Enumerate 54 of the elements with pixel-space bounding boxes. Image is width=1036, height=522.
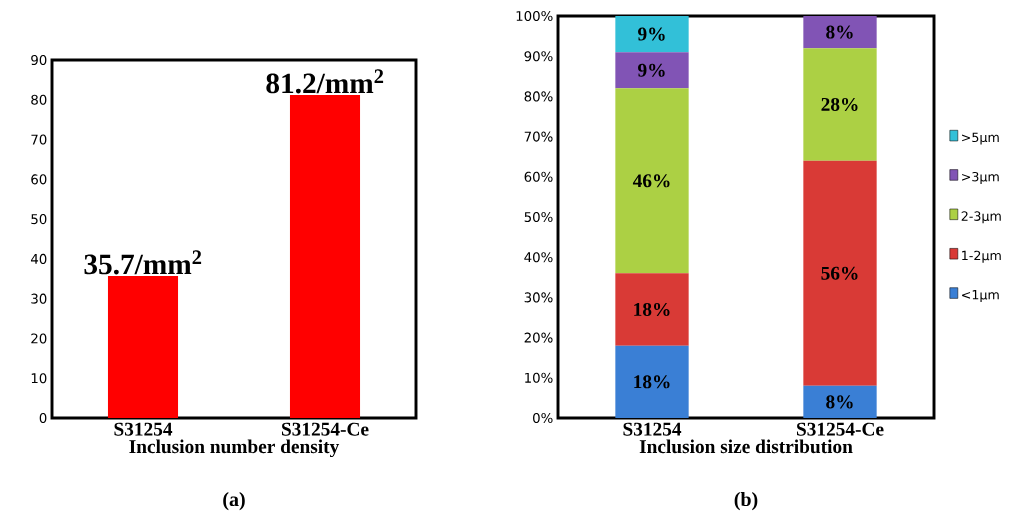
y-tick-label: 0 <box>39 412 47 424</box>
data-label: 35.7/mm$^{2}$ <box>84 250 202 275</box>
data-label: 56% <box>821 266 858 280</box>
x-tick-label: S31254 <box>114 422 173 436</box>
y-tick-label: 70% <box>524 131 553 142</box>
y-tick-label: 80% <box>524 91 553 102</box>
y-tick-label: 60% <box>524 171 553 182</box>
y-tick-label: 90% <box>524 51 553 62</box>
y-tick-label: 70 <box>31 134 47 145</box>
x-tick-label: S31254-Ce <box>796 422 884 436</box>
data-label: 18% <box>634 302 670 317</box>
y-tick-label: 90 <box>31 54 47 66</box>
data-label: 9% <box>638 63 665 77</box>
bar <box>615 16 689 53</box>
x-tick-label: S31254 <box>623 422 682 436</box>
y-tick-label: 80 <box>31 94 47 105</box>
y-tick-label: 30 <box>31 293 47 304</box>
bar <box>615 345 689 418</box>
y-tick-label: 20% <box>524 332 553 343</box>
text: (a) <box>223 492 245 511</box>
bar <box>803 16 877 49</box>
legend-label: <1µm <box>962 290 999 302</box>
y-tick-label: 60 <box>31 174 47 185</box>
x-axis-title: Inclusion number density <box>129 439 340 458</box>
x-tick-label: S31254-Ce <box>281 422 369 436</box>
y-tick-label: 0% <box>533 412 553 424</box>
data-label: 8% <box>826 25 853 39</box>
y-tick-label: 100% <box>516 10 553 22</box>
legend-label: >3µm <box>962 171 999 184</box>
data-label: 18% <box>634 375 670 389</box>
legend-label: >5µm <box>962 132 999 145</box>
text: (b) <box>734 492 758 511</box>
x-axis-title: Inclusion size distribution <box>639 439 853 454</box>
bar <box>615 273 689 346</box>
data-label: 81.2/mm$^{2}$ <box>266 69 384 94</box>
y-tick-label: 50% <box>524 211 553 223</box>
data-label: 8% <box>826 395 853 409</box>
data-label: 46% <box>632 174 670 188</box>
y-tick-label: 10% <box>525 372 553 383</box>
legend-label: 1-2µm <box>962 250 1001 263</box>
data-label: 9% <box>638 27 665 41</box>
y-tick-label: 20 <box>31 333 47 344</box>
bar <box>615 52 689 89</box>
data-label: 28% <box>821 97 858 111</box>
bar <box>803 48 877 161</box>
legend-label: 2-3µm <box>961 211 1001 224</box>
bar <box>615 88 689 274</box>
y-tick-label: 40 <box>30 253 47 264</box>
y-tick-label: 50 <box>31 214 47 225</box>
y-tick-label: 10 <box>31 373 47 384</box>
y-tick-label: 40% <box>524 252 553 263</box>
bar <box>803 160 877 386</box>
bar <box>803 385 877 418</box>
y-tick-label: 30% <box>524 292 553 303</box>
